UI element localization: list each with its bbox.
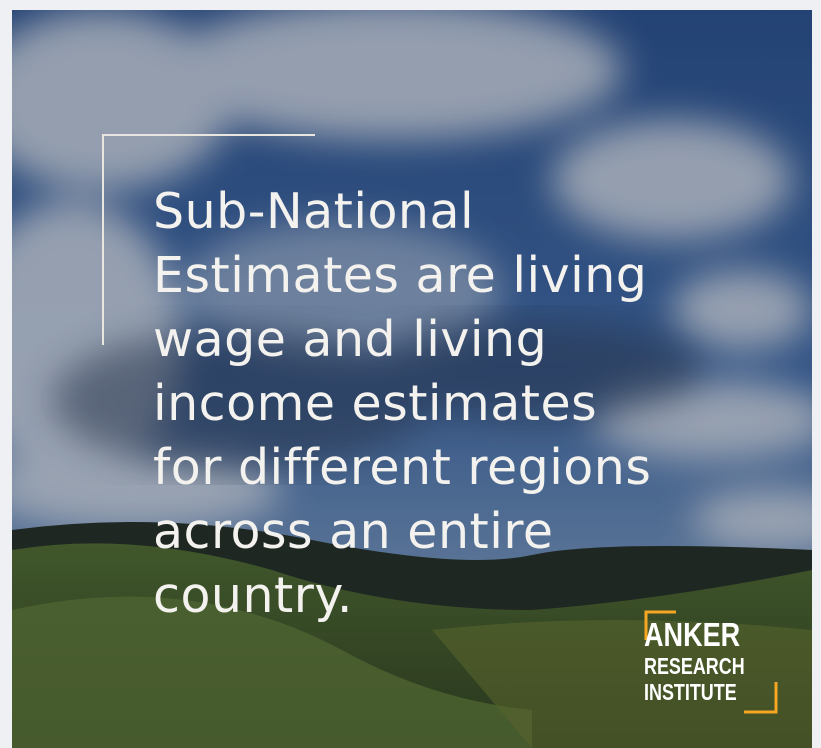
headline-line: income estimates — [153, 372, 651, 436]
logo-line: RESEARCH — [644, 653, 745, 680]
logo-line: INSTITUTE — [644, 679, 737, 706]
headline-line: across an entire — [153, 500, 651, 564]
page: Sub-NationalEstimates are livingwage and… — [0, 0, 821, 748]
headline-line: wage and living — [153, 308, 651, 372]
logo-line: ANKER — [644, 616, 740, 654]
headline-line: for different regions — [153, 436, 651, 500]
logo: ANKER RESEARCH INSTITUTE — [636, 610, 778, 714]
headline-line: country. — [153, 564, 651, 628]
headline-line: Sub-National — [153, 180, 651, 244]
headline-line: Estimates are living — [153, 244, 651, 308]
